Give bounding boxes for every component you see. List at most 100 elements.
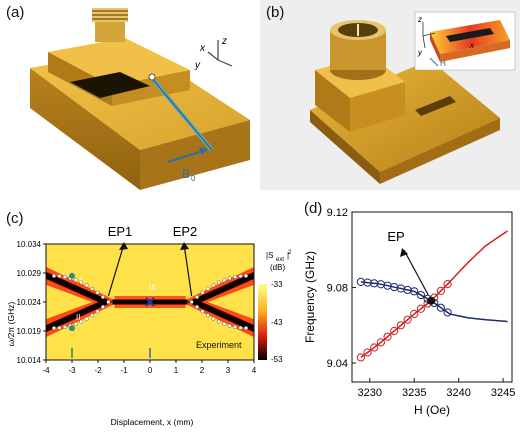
colorbar-sub: ext <box>276 257 284 263</box>
series-0-point-3 <box>376 338 385 347</box>
series-1-point-9 <box>416 290 425 300</box>
right-branch-point-7 <box>227 323 232 328</box>
left-branch-point-9 <box>73 321 78 326</box>
inset-x-label: x <box>469 41 475 50</box>
axis-x-label: x <box>199 43 206 54</box>
panel-a: (a) z x y B 0 <box>0 0 260 190</box>
left-branch-point-10 <box>79 280 84 285</box>
line-xtick-label-2: 3240 <box>446 387 470 399</box>
axis-z-label: z <box>221 36 227 47</box>
right-branch-point-21 <box>189 299 194 304</box>
right-branch-point-4 <box>233 274 238 279</box>
panel-c: (c) -4 -3 -2 -1 0 1 2 3 4 10.034 10.029 10.024 10.01… <box>0 196 300 432</box>
panel-a-label: (a) <box>6 4 25 21</box>
right-branch-point-9 <box>222 321 227 326</box>
marker-point-1 <box>69 272 75 279</box>
series-0-point-0 <box>356 353 365 362</box>
heat-ytick-label-4: 10.014 <box>17 356 42 365</box>
right-branch-point-8 <box>222 278 227 283</box>
field-label: B <box>182 167 190 181</box>
left-branch-point-3 <box>57 325 62 330</box>
line-frame <box>351 211 513 383</box>
right-branch-point-11 <box>216 319 221 324</box>
left-branch-point-5 <box>62 325 67 330</box>
panel-a-drawing: z x y B 0 <box>30 8 250 190</box>
connector-icon <box>95 20 125 42</box>
series-0-point-8 <box>410 309 419 319</box>
ep2-label: EP2 <box>173 224 198 239</box>
right-branch-point-17 <box>200 309 205 314</box>
inset-h-label: H <box>440 59 446 68</box>
ep-point <box>427 296 436 305</box>
right-branch-point-10 <box>216 280 221 285</box>
ep1-arrow-head <box>119 242 128 250</box>
series-0-point-1 <box>363 348 372 357</box>
x-axis-title: Displacement, x (mm) <box>111 417 194 427</box>
series-1-point-13 <box>443 308 452 317</box>
colorbar-tick-bottom: -53 <box>271 355 283 364</box>
heat-xtick-label-0: -4 <box>42 366 50 375</box>
left-branch-point-17 <box>95 309 100 314</box>
panel-b-drawing: z x y H <box>260 0 520 190</box>
left-branch-point-1 <box>52 326 57 331</box>
left-branch-point-12 <box>84 283 89 288</box>
right-branch-point-12 <box>211 283 216 288</box>
line-ytick-label-2: 9.04 <box>327 358 348 370</box>
panel-b-label: (b) <box>266 4 285 21</box>
inset-z-label: z <box>417 15 422 24</box>
right-branch-point-5 <box>233 325 238 330</box>
left-branch-point-21 <box>106 299 111 304</box>
left-branch-point-16 <box>95 290 100 295</box>
left-branch-point-11 <box>79 319 84 324</box>
left-branch-point-13 <box>84 316 89 321</box>
series-0-point-7 <box>403 315 412 324</box>
ep1-label: EP1 <box>108 224 133 239</box>
field-subscript: 0 <box>191 174 196 183</box>
colorbar-sup: 2 <box>288 250 292 256</box>
region-1-label: I <box>80 275 82 284</box>
colorbar <box>258 284 267 360</box>
right-branch-point-2 <box>238 274 243 279</box>
ep-arrow-head <box>400 248 408 257</box>
series-1-point-12 <box>436 303 445 312</box>
line-xtick-label-0: 3230 <box>358 387 382 399</box>
marker-point-3 <box>145 297 155 307</box>
right-branch-point-14 <box>205 286 210 291</box>
experiment-label: Experiment <box>196 340 242 350</box>
heat-ytick-label-3: 10.019 <box>17 327 42 336</box>
right-branch-point-18 <box>195 295 200 300</box>
right-branch-point-19 <box>195 304 200 309</box>
inset-heatmap: z x y H <box>414 11 516 71</box>
colorbar-unit: (dB) <box>270 263 285 272</box>
right-branch-point-13 <box>211 316 216 321</box>
line-xtick-label-3: 3245 <box>491 387 515 399</box>
right-branch-point-15 <box>205 313 210 318</box>
heat-xtick-label-3: -1 <box>120 366 128 375</box>
region-3-label: III <box>149 283 156 292</box>
left-branch-point-14 <box>90 286 95 291</box>
line-xtick-label-1: 3235 <box>402 387 426 399</box>
colorbar-title: |S <box>266 251 273 260</box>
ep2-arrow-head <box>180 242 189 250</box>
series-0-line <box>360 230 509 358</box>
y-axis-title: ω/2π (GHz) <box>6 302 16 347</box>
left-branch-point-4 <box>62 274 67 279</box>
frequency-chart: 3230 3235 3240 3245 9.12 9.08 9.04 H (Oe) Freque… <box>303 207 515 417</box>
ep1-arrow <box>107 243 125 297</box>
heat-ytick-label-2: 10.024 <box>17 298 42 307</box>
colorbar-tick-top: -33 <box>271 280 283 289</box>
series-0-point-5 <box>390 326 399 336</box>
axis-y-label: y <box>194 60 201 71</box>
left-branch-point-8 <box>73 278 78 283</box>
line-ytick-label-0: 9.12 <box>327 207 348 219</box>
right-branch-point-1 <box>243 326 248 331</box>
panel-d: (d) 3230 3235 3240 3245 9.12 9.08 9.04 H (Oe) Fr… <box>300 196 520 432</box>
heat-ytick-label-0: 10.034 <box>17 240 42 249</box>
left-branch-point-15 <box>90 313 95 318</box>
right-branch-point-16 <box>200 290 205 295</box>
right-branch-point-6 <box>227 276 232 281</box>
line-x-axis-title: H (Oe) <box>414 403 450 417</box>
heat-xtick-label-5: 1 <box>174 366 179 375</box>
ep-arrow <box>403 249 429 296</box>
left-dark-band <box>46 271 113 333</box>
